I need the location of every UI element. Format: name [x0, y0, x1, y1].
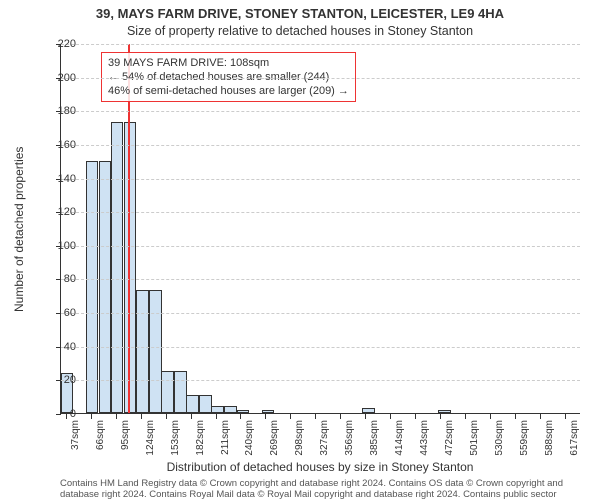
- gridline-h: [61, 111, 580, 112]
- gridline-h: [61, 78, 580, 79]
- xtick-mark: [565, 414, 566, 419]
- xtick-label: 414sqm: [394, 420, 405, 460]
- annotation-line1: 39 MAYS FARM DRIVE: 108sqm: [108, 56, 349, 70]
- xtick-label: 327sqm: [319, 420, 330, 460]
- x-axis-label: Distribution of detached houses by size …: [60, 460, 580, 474]
- plot-area: 39 MAYS FARM DRIVE: 108sqm ← 54% of deta…: [60, 44, 580, 414]
- histogram-bar: [211, 406, 223, 413]
- xtick-mark: [166, 414, 167, 419]
- xtick-mark: [66, 414, 67, 419]
- xtick-label: 472sqm: [444, 420, 455, 460]
- gridline-h: [61, 279, 580, 280]
- gridline-h: [61, 212, 580, 213]
- xtick-mark: [540, 414, 541, 419]
- histogram-bar: [199, 395, 211, 414]
- ytick-label: 160: [46, 139, 76, 151]
- histogram-bar: [111, 122, 123, 413]
- xtick-mark: [440, 414, 441, 419]
- gridline-h: [61, 179, 580, 180]
- histogram-bar: [161, 371, 173, 413]
- xtick-label: 240sqm: [244, 420, 255, 460]
- xtick-mark: [116, 414, 117, 419]
- xtick-label: 559sqm: [519, 420, 530, 460]
- xtick-mark: [415, 414, 416, 419]
- xtick-mark: [515, 414, 516, 419]
- attribution-text: Contains HM Land Registry data © Crown c…: [60, 478, 580, 500]
- xtick-label: 153sqm: [170, 420, 181, 460]
- xtick-label: 298sqm: [294, 420, 305, 460]
- xtick-mark: [465, 414, 466, 419]
- ytick-label: 180: [46, 105, 76, 117]
- chart-subtitle: Size of property relative to detached ho…: [0, 24, 600, 38]
- histogram-bar: [237, 410, 249, 413]
- xtick-label: 501sqm: [469, 420, 480, 460]
- chart-container: 39, MAYS FARM DRIVE, STONEY STANTON, LEI…: [0, 0, 600, 500]
- xtick-mark: [365, 414, 366, 419]
- histogram-bar: [136, 290, 148, 413]
- xtick-mark: [340, 414, 341, 419]
- xtick-label: 269sqm: [269, 420, 280, 460]
- xtick-mark: [191, 414, 192, 419]
- xtick-label: 182sqm: [195, 420, 206, 460]
- xtick-mark: [390, 414, 391, 419]
- xtick-label: 66sqm: [95, 420, 106, 460]
- ytick-label: 0: [46, 408, 76, 420]
- gridline-h: [61, 380, 580, 381]
- annotation-line3: 46% of semi-detached houses are larger (…: [108, 84, 349, 98]
- xtick-mark: [290, 414, 291, 419]
- gridline-h: [61, 347, 580, 348]
- xtick-label: 617sqm: [569, 420, 580, 460]
- gridline-h: [61, 44, 580, 45]
- xtick-label: 385sqm: [369, 420, 380, 460]
- histogram-bar: [86, 161, 98, 413]
- xtick-mark: [216, 414, 217, 419]
- ytick-label: 60: [46, 307, 76, 319]
- xtick-mark: [141, 414, 142, 419]
- histogram-bar: [149, 290, 161, 413]
- gridline-h: [61, 313, 580, 314]
- ytick-label: 20: [46, 374, 76, 386]
- xtick-label: 211sqm: [220, 420, 231, 460]
- xtick-mark: [490, 414, 491, 419]
- gridline-h: [61, 145, 580, 146]
- ytick-label: 140: [46, 173, 76, 185]
- histogram-bar: [262, 410, 274, 413]
- ytick-label: 220: [46, 38, 76, 50]
- histogram-bar: [99, 161, 111, 413]
- xtick-label: 37sqm: [70, 420, 81, 460]
- xtick-mark: [265, 414, 266, 419]
- xtick-label: 443sqm: [419, 420, 430, 460]
- histogram-bar: [186, 395, 198, 414]
- xtick-mark: [240, 414, 241, 419]
- gridline-h: [61, 246, 580, 247]
- ytick-label: 80: [46, 273, 76, 285]
- ytick-label: 120: [46, 206, 76, 218]
- xtick-mark: [91, 414, 92, 419]
- xtick-label: 588sqm: [544, 420, 555, 460]
- histogram-bar: [438, 410, 450, 413]
- histogram-bar: [224, 406, 236, 413]
- y-axis-label: Number of detached properties: [12, 44, 26, 414]
- histogram-bar: [362, 408, 374, 413]
- ytick-label: 40: [46, 341, 76, 353]
- ytick-label: 100: [46, 240, 76, 252]
- xtick-label: 95sqm: [120, 420, 131, 460]
- histogram-bar: [174, 371, 186, 413]
- xtick-mark: [315, 414, 316, 419]
- chart-title: 39, MAYS FARM DRIVE, STONEY STANTON, LEI…: [0, 6, 600, 21]
- xtick-label: 530sqm: [494, 420, 505, 460]
- xtick-label: 356sqm: [344, 420, 355, 460]
- xtick-label: 124sqm: [145, 420, 156, 460]
- ytick-label: 200: [46, 72, 76, 84]
